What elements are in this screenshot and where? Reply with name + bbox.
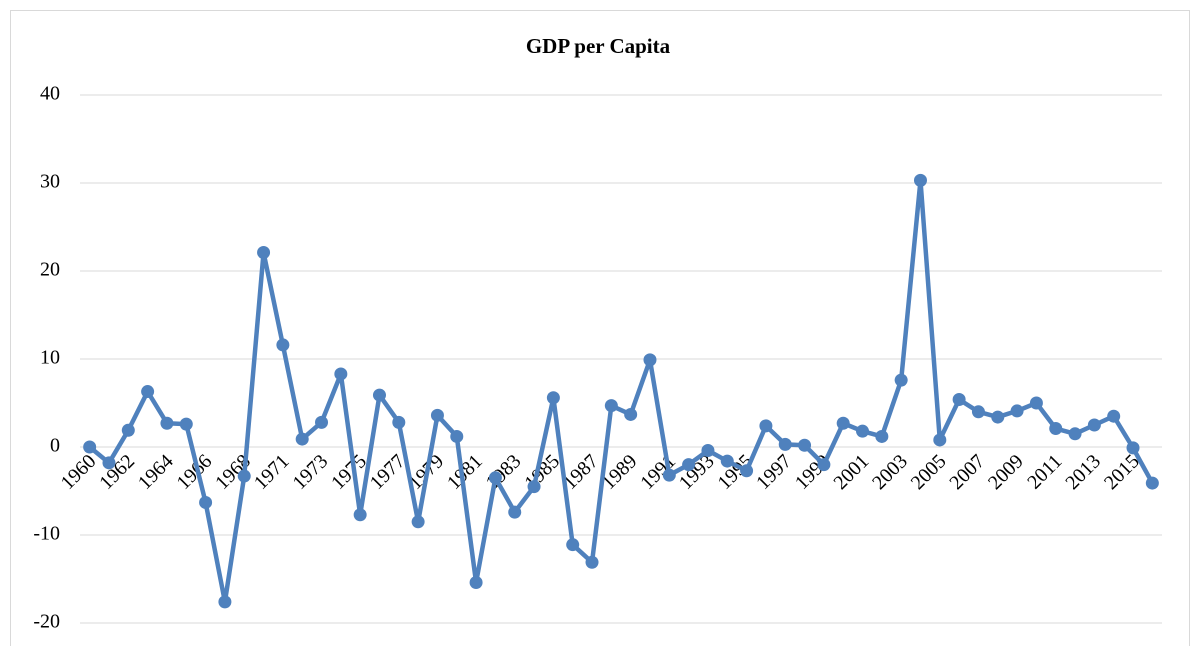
data-point <box>1107 409 1121 423</box>
data-point <box>411 515 425 529</box>
data-point <box>720 454 734 468</box>
y-tick-label: 40 <box>40 83 60 105</box>
data-point <box>604 399 618 413</box>
data-point <box>856 424 870 438</box>
data-point <box>566 538 580 552</box>
data-point <box>1087 418 1101 432</box>
data-point <box>508 505 522 519</box>
y-tick-label: 20 <box>40 259 60 281</box>
data-point <box>913 173 927 187</box>
data-point <box>740 464 754 478</box>
data-point <box>546 391 560 405</box>
data-point <box>237 469 251 483</box>
data-point <box>257 246 271 260</box>
data-point <box>952 392 966 406</box>
y-tick-label: 10 <box>40 347 60 369</box>
data-point <box>469 576 483 590</box>
data-point <box>334 367 348 381</box>
data-point <box>1145 476 1159 490</box>
data-point <box>1068 427 1082 441</box>
data-point <box>160 416 174 430</box>
data-point <box>121 423 135 437</box>
data-point <box>102 456 116 470</box>
data-point <box>991 410 1005 424</box>
data-point <box>430 408 444 422</box>
data-point <box>585 555 599 569</box>
chart-title: GDP per Capita <box>526 34 671 58</box>
data-point <box>1010 404 1024 418</box>
data-point <box>450 429 464 443</box>
data-point <box>643 353 657 367</box>
data-point <box>527 480 541 494</box>
data-point <box>1029 396 1043 410</box>
data-point <box>624 407 638 421</box>
data-point <box>836 416 850 430</box>
data-point <box>141 385 155 399</box>
data-point <box>933 433 947 447</box>
data-point <box>218 595 232 609</box>
data-point <box>315 415 329 429</box>
data-point <box>276 338 290 352</box>
data-point <box>875 429 889 443</box>
y-tick-label: -20 <box>33 611 60 633</box>
data-point <box>817 458 831 472</box>
data-point <box>971 405 985 419</box>
data-point <box>199 495 213 509</box>
data-point <box>372 388 386 402</box>
data-point <box>894 373 908 387</box>
data-point <box>682 458 696 472</box>
data-point <box>759 419 773 433</box>
data-point <box>488 471 502 485</box>
data-point <box>701 444 715 458</box>
data-point <box>83 440 97 454</box>
data-point <box>1049 422 1063 436</box>
data-point <box>1126 441 1140 455</box>
chart-frame <box>10 10 1190 646</box>
data-point <box>798 438 812 452</box>
data-point <box>179 417 193 431</box>
data-point <box>295 432 309 446</box>
data-point <box>353 508 367 522</box>
data-point <box>778 437 792 451</box>
y-tick-label: -10 <box>33 523 60 545</box>
data-point <box>392 415 406 429</box>
y-tick-label: 0 <box>50 435 60 457</box>
y-tick-label: 30 <box>40 171 60 193</box>
data-point <box>662 468 676 482</box>
